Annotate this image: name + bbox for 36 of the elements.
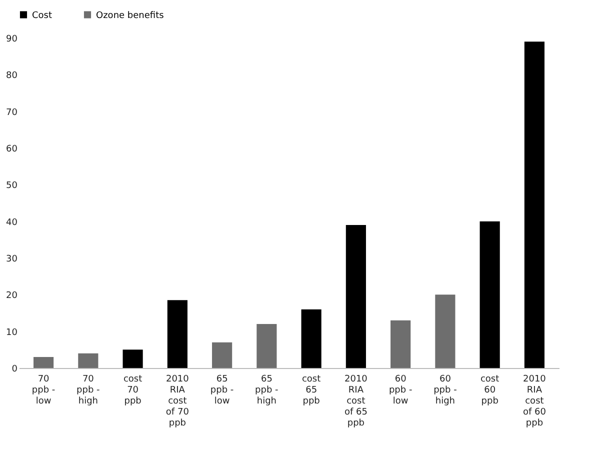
bar: [301, 309, 322, 368]
bar: [435, 294, 456, 368]
y-tick-label: 90: [6, 34, 18, 44]
x-tick-label: cost 70 ppb: [123, 374, 143, 406]
y-tick-label: 0: [12, 364, 18, 374]
bar: [390, 320, 411, 368]
x-tick-label: 2010 RIA cost of 70 ppb: [166, 374, 190, 428]
bar: [34, 357, 54, 368]
x-tick-label: 2010 RIA cost of 60 ppb: [522, 374, 546, 428]
y-tick-label: 10: [6, 328, 18, 338]
bar: [256, 324, 277, 368]
y-tick-label: 50: [6, 181, 18, 192]
x-tick-label: cost 60 ppb: [480, 374, 500, 406]
x-tick-label: 65 ppb - high: [255, 374, 278, 406]
y-tick-label: 60: [6, 144, 18, 154]
y-tick-label: 40: [6, 218, 18, 228]
legend-label: Cost: [32, 10, 52, 21]
bar: [346, 225, 366, 368]
bar: [524, 42, 544, 368]
x-tick-label: cost 65 ppb: [302, 374, 322, 406]
y-tick-label: 80: [6, 71, 18, 82]
y-tick-label: 20: [6, 291, 18, 302]
bar: [167, 300, 188, 368]
bar: [122, 350, 143, 368]
bar: [480, 221, 500, 368]
y-tick-label: 70: [6, 108, 18, 118]
y-tick-label: 30: [6, 254, 18, 264]
legend-label: Ozone benefits: [96, 10, 164, 21]
x-tick-label: 70 ppb - high: [76, 374, 100, 406]
bar: [78, 353, 98, 368]
x-tick-label: 60 ppb - high: [434, 374, 457, 406]
bar: [212, 342, 232, 368]
x-tick-label: 60 ppb - low: [388, 374, 412, 406]
x-tick-label: 2010 RIA cost of 65 ppb: [344, 374, 368, 428]
x-tick-label: 65 ppb - low: [210, 374, 234, 406]
x-tick-label: 70 ppb - low: [32, 374, 56, 406]
